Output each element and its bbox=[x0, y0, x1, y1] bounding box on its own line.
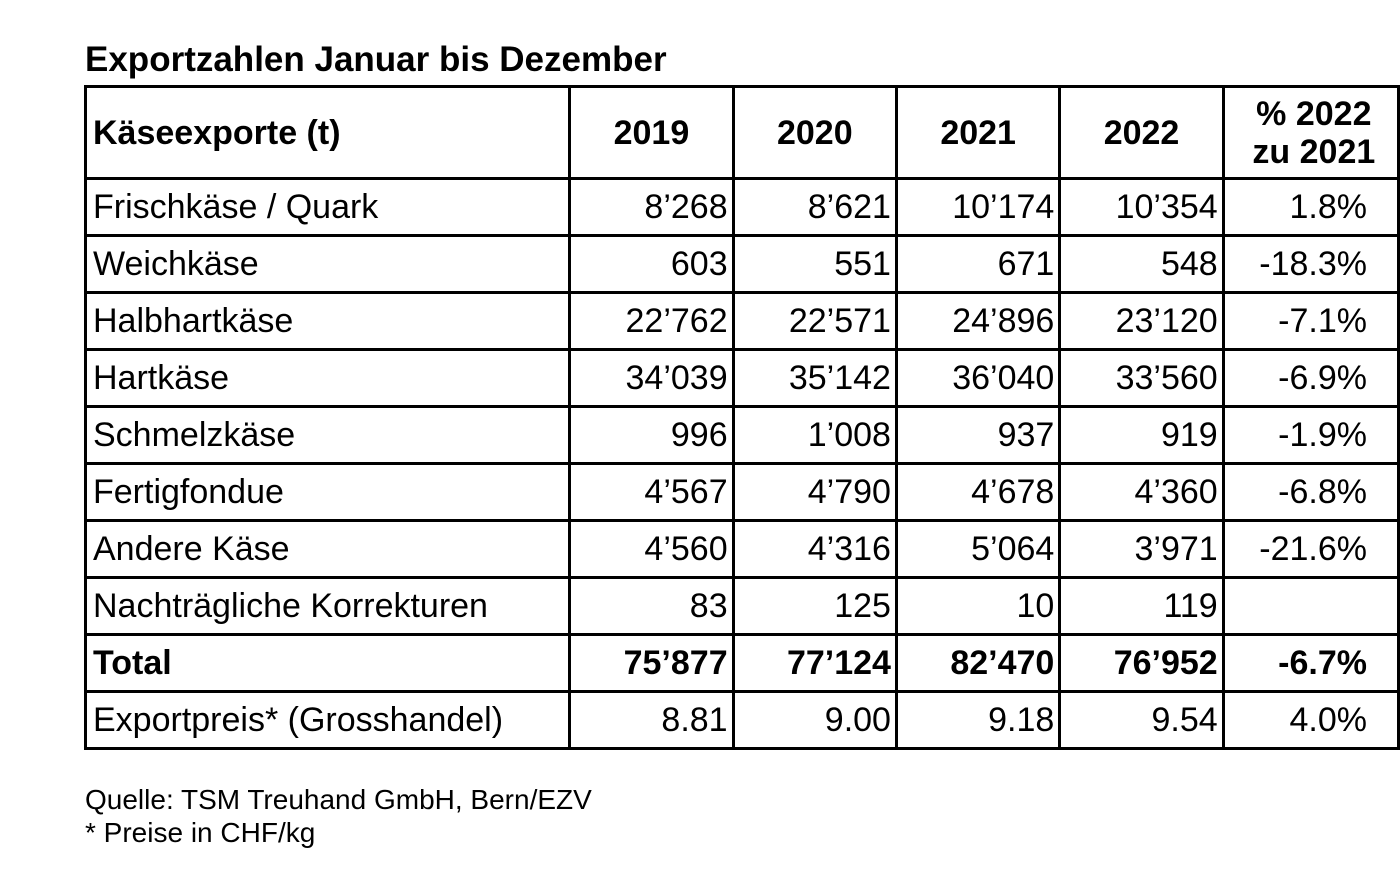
row-label: Schmelzkäse bbox=[83, 405, 572, 465]
row-label: Hartkäse bbox=[83, 348, 572, 408]
cell: -18.3% bbox=[1221, 234, 1400, 294]
cell: 1’008 bbox=[731, 405, 898, 465]
cell: 36’040 bbox=[894, 348, 1062, 408]
cell: 22’571 bbox=[731, 291, 898, 351]
cell: 919 bbox=[1058, 405, 1225, 465]
cell: 34’039 bbox=[568, 348, 735, 408]
cell: 996 bbox=[568, 405, 735, 465]
cell: 10 bbox=[894, 576, 1062, 636]
cell: 9.00 bbox=[731, 690, 898, 750]
table-row: Weichkäse 603 551 671 548 -18.3% bbox=[83, 234, 1400, 294]
header-cell: 2019 bbox=[568, 85, 735, 180]
header-cell: 2022 bbox=[1058, 85, 1225, 180]
header-cell: Käseexporte (t) bbox=[83, 85, 572, 180]
cell: -6.7% bbox=[1221, 633, 1400, 693]
cell: -6.8% bbox=[1221, 462, 1400, 522]
table-row: Frischkäse / Quark 8’268 8’621 10’174 10’354… bbox=[83, 177, 1400, 237]
header-cell: 2020 bbox=[731, 85, 898, 180]
table-row: Halbhartkäse 22’762 22’571 24’896 23’120 -7.1… bbox=[83, 291, 1400, 351]
cell: 24’896 bbox=[894, 291, 1062, 351]
table-row: Fertigfondue 4’567 4’790 4’678 4’360 -6.8% bbox=[83, 462, 1400, 522]
header-line: % 2022 bbox=[1256, 94, 1372, 133]
cell: 22’762 bbox=[568, 291, 735, 351]
cell: -7.1% bbox=[1221, 291, 1400, 351]
table-row: Hartkäse 34’039 35’142 36’040 33’560 -6.9% bbox=[83, 348, 1400, 408]
cell bbox=[1221, 576, 1400, 636]
cell: 671 bbox=[894, 234, 1062, 294]
cell: 82’470 bbox=[894, 633, 1062, 693]
cell: 4’567 bbox=[568, 462, 735, 522]
cell: 9.54 bbox=[1058, 690, 1225, 750]
row-label: Andere Käse bbox=[83, 519, 572, 579]
cell: 548 bbox=[1058, 234, 1225, 294]
row-label: Total bbox=[83, 633, 572, 693]
row-label: Fertigfondue bbox=[83, 462, 572, 522]
cell: 4’790 bbox=[731, 462, 898, 522]
cell: 5’064 bbox=[894, 519, 1062, 579]
cell: 23’120 bbox=[1058, 291, 1225, 351]
cell: 551 bbox=[731, 234, 898, 294]
table-row: Total 75’877 77’124 82’470 76’952 -6.7% bbox=[83, 633, 1400, 693]
row-label: Frischkäse / Quark bbox=[83, 177, 572, 237]
cell: 76’952 bbox=[1058, 633, 1225, 693]
header-row: Käseexporte (t) 2019 2020 2021 2022% 2022 zu … bbox=[83, 85, 1400, 180]
cell: 8’268 bbox=[568, 177, 735, 237]
cell: 4’678 bbox=[894, 462, 1062, 522]
cell: 8’621 bbox=[731, 177, 898, 237]
cell: 33’560 bbox=[1058, 348, 1225, 408]
cell: 125 bbox=[731, 576, 898, 636]
cell: 4’360 bbox=[1058, 462, 1225, 522]
cell: 75’877 bbox=[568, 633, 735, 693]
header-line: zu 2021 bbox=[1252, 132, 1376, 171]
cell: 35’142 bbox=[731, 348, 898, 408]
cell: 8.81 bbox=[568, 690, 735, 750]
cell: -6.9% bbox=[1221, 348, 1400, 408]
cell: 119 bbox=[1058, 576, 1225, 636]
price-note: * Preise in CHF/kg bbox=[85, 817, 316, 848]
header-cell: 2021 bbox=[894, 85, 1062, 180]
cell: 4’560 bbox=[568, 519, 735, 579]
row-label: Nachträgliche Korrekturen bbox=[83, 576, 572, 636]
cell: 4.0% bbox=[1221, 690, 1400, 750]
source-note: Quelle: TSM Treuhand GmbH, Bern/EZV bbox=[85, 784, 592, 815]
table-row: Exportpreis* (Grosshandel) 8.81 9.00 9.18 9.… bbox=[83, 690, 1400, 750]
table-row: Andere Käse 4’560 4’316 5’064 3’971 -21.6% bbox=[83, 519, 1400, 579]
header-cell: % 2022 zu 2021 bbox=[1221, 85, 1400, 180]
cell: 603 bbox=[568, 234, 735, 294]
cell: 77’124 bbox=[731, 633, 898, 693]
row-label: Halbhartkäse bbox=[83, 291, 572, 351]
table-row: Nachträgliche Korrekturen 83 125 10 119 bbox=[83, 576, 1400, 636]
cell: 83 bbox=[568, 576, 735, 636]
row-label: Weichkäse bbox=[83, 234, 572, 294]
cell: 937 bbox=[894, 405, 1062, 465]
table-row: Schmelzkäse 996 1’008 937 919 -1.9% bbox=[83, 405, 1400, 465]
cell: 10’354 bbox=[1058, 177, 1225, 237]
cell: 1.8% bbox=[1221, 177, 1400, 237]
cell: 3’971 bbox=[1058, 519, 1225, 579]
cell: 10’174 bbox=[894, 177, 1062, 237]
cell: -21.6% bbox=[1221, 519, 1400, 579]
cell: 4’316 bbox=[731, 519, 898, 579]
cell: 9.18 bbox=[894, 690, 1062, 750]
table-title: Exportzahlen Januar bis Dezember bbox=[85, 40, 667, 79]
export-table: Käseexporte (t) 2019 2020 2021 2022% 2022 zu … bbox=[83, 85, 1400, 750]
row-label: Exportpreis* (Grosshandel) bbox=[83, 690, 572, 750]
cell: -1.9% bbox=[1221, 405, 1400, 465]
